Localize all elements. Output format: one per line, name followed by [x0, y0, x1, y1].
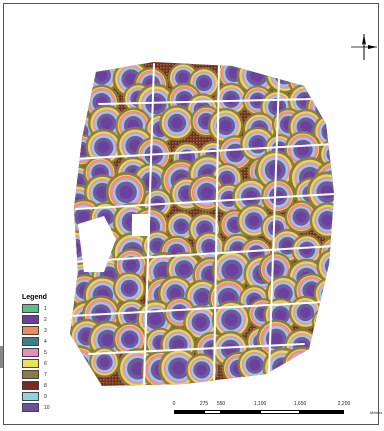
legend-label: 4	[44, 338, 47, 345]
buffer-cluster	[214, 82, 248, 116]
buffer-cluster	[261, 178, 296, 214]
scale-tick-label: 0	[172, 401, 176, 407]
buffer-cluster	[112, 322, 147, 357]
legend-label: 10	[44, 404, 50, 411]
legend-swatch	[22, 326, 39, 335]
legend-swatch	[22, 315, 39, 324]
scale-tick-label: 1,100	[253, 401, 267, 407]
scale-segment	[221, 410, 260, 414]
legend-item: 9	[22, 391, 84, 402]
open-area	[132, 214, 150, 236]
scale-bar: 0 275 550 1,100 1,650 2,200 Meters	[172, 401, 384, 431]
buffer-cluster	[112, 271, 146, 305]
buffer-cluster	[207, 107, 244, 144]
map-frame: Legend 1 2 3 4 5 6 7 8 9 10 0 275 550 1,100 1,650 2,20…	[3, 3, 382, 425]
legend-swatch	[22, 381, 39, 390]
buffer-cluster	[89, 346, 120, 378]
legend-swatch	[22, 337, 39, 346]
buffer-cluster	[185, 353, 219, 386]
legend-label: 5	[44, 349, 47, 356]
classified-raster	[70, 62, 334, 386]
legend-item: 2	[22, 314, 84, 325]
buffer-cluster	[282, 346, 321, 385]
legend-item: 3	[22, 325, 84, 336]
legend-item: 4	[22, 336, 84, 347]
legend-swatch	[22, 392, 39, 401]
scale-segment	[174, 410, 204, 414]
legend-label: 2	[44, 316, 47, 323]
legend-item: 7	[22, 369, 84, 380]
buffer-cluster	[311, 307, 334, 338]
road-line	[70, 301, 325, 317]
scale-tick-label: 550	[216, 401, 226, 407]
buffer-cluster	[183, 304, 219, 341]
scale-tick-label: 275	[199, 401, 209, 407]
buffer-cluster	[314, 330, 334, 369]
buffer-cluster	[284, 200, 318, 234]
buffer-cluster	[85, 128, 123, 166]
buffer-cluster	[211, 300, 251, 340]
legend-label: 3	[44, 327, 47, 334]
buffer-cluster	[166, 211, 197, 242]
study-area-map	[70, 62, 334, 386]
north-arrow-icon	[347, 32, 381, 62]
legend-label: 6	[44, 360, 47, 367]
legend-item: 1	[22, 303, 84, 314]
legend-label: 8	[44, 382, 47, 389]
legend-swatch	[22, 370, 39, 379]
legend-swatch	[22, 348, 39, 357]
legend-item: 8	[22, 380, 84, 391]
legend: Legend 1 2 3 4 5 6 7 8 9 10	[22, 294, 84, 413]
buffer-cluster	[309, 62, 334, 91]
legend-item: 5	[22, 347, 84, 358]
legend-item: 6	[22, 358, 84, 369]
road-line	[268, 78, 280, 375]
legend-swatch	[22, 304, 39, 313]
scale-tick-label: 1,650	[293, 401, 307, 407]
road-line	[88, 343, 305, 355]
legend-item: 10	[22, 402, 84, 413]
buffer-cluster	[309, 202, 334, 239]
legend-label: 1	[44, 305, 47, 312]
legend-label: 9	[44, 393, 47, 400]
buffer-cluster	[159, 105, 195, 141]
buffer-cluster	[237, 347, 272, 383]
legend-title: Legend	[22, 294, 47, 301]
frame-edge-mark	[0, 346, 3, 368]
legend-swatch	[22, 403, 39, 412]
legend-swatch	[22, 359, 39, 368]
legend-label: 7	[44, 371, 47, 378]
scale-tick-label: 2,200	[337, 401, 351, 407]
buffer-cluster	[306, 171, 334, 213]
buffer-cluster	[316, 350, 334, 386]
buffer-cluster	[105, 171, 147, 213]
road-line	[213, 63, 220, 385]
road-line	[71, 245, 334, 263]
road-line	[98, 98, 315, 105]
road-line	[73, 143, 334, 160]
scale-segment	[260, 410, 300, 414]
scale-segment	[300, 410, 344, 414]
road-line	[75, 193, 334, 210]
buffer-cluster	[291, 234, 323, 266]
scale-unit: Meters	[370, 410, 383, 415]
scale-segment	[204, 410, 221, 414]
open-area	[78, 216, 116, 272]
